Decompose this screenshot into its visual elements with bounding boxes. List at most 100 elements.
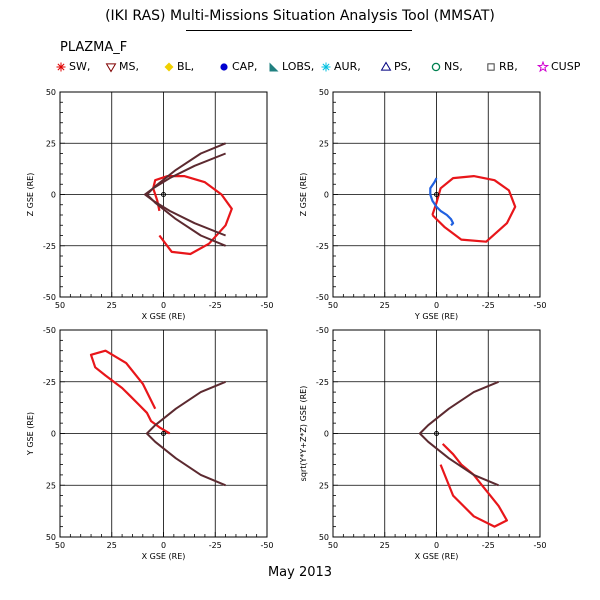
series-inner-orbit — [429, 177, 455, 227]
series-orbit — [152, 175, 233, 256]
star-icon — [536, 60, 550, 73]
grid — [60, 92, 267, 297]
legend-label: CAP, — [232, 60, 258, 73]
legend-item-lobs: LOBS, — [268, 60, 314, 73]
title-underline — [186, 30, 412, 31]
y-tick-label: -25 — [43, 378, 56, 387]
legend-item-rb: RB, — [485, 60, 518, 73]
y-axis-label: sqrt(Y*Y+Z*Z) GSE (RE) — [299, 386, 308, 482]
triangle-up-icon — [380, 61, 392, 71]
earth-marker — [161, 192, 166, 197]
y-tick-label: 0 — [324, 430, 329, 439]
legend-item-ns: NS, — [430, 60, 463, 73]
x-axis-label: X GSE (RE) — [142, 312, 186, 321]
series-bow-shock — [418, 380, 499, 487]
legend-label: RB, — [499, 60, 518, 73]
asterisk-icon — [56, 62, 66, 72]
y-tick-label: -25 — [316, 378, 329, 387]
satellite-name: PLAZMA_F — [60, 40, 128, 55]
diamond-icon — [164, 62, 174, 72]
series-orbit — [439, 443, 508, 528]
legend-label: LOBS, — [282, 60, 315, 73]
x-tick-label: 25 — [380, 541, 390, 550]
triangle-filled-icon — [269, 62, 279, 72]
x-tick-label: 25 — [107, 541, 117, 550]
x-tick-label: -50 — [533, 301, 546, 310]
legend-item-bl: BL, — [163, 60, 194, 73]
square-open-icon — [487, 63, 495, 71]
series-bow-shock — [145, 380, 226, 487]
earth-marker — [434, 192, 439, 197]
series-magnetopause — [143, 152, 226, 237]
circle-open-icon — [431, 62, 441, 72]
legend-item-ms: MS, — [105, 60, 139, 73]
star-symbol — [536, 60, 550, 73]
app-title: (IKI RAS) Multi-Missions Situation Analy… — [105, 8, 495, 24]
x-tick-label: -25 — [209, 541, 222, 550]
square-open-symbol — [487, 63, 495, 71]
series-orbit — [431, 175, 517, 243]
legend-label: CUSP — [551, 60, 581, 73]
x-tick-label: -50 — [260, 301, 273, 310]
x-tick-label: -50 — [533, 541, 546, 550]
earth-marker — [434, 431, 439, 436]
x-tick-label: 50 — [328, 301, 338, 310]
x-tick-label: 0 — [161, 541, 166, 550]
earth-marker — [161, 431, 166, 436]
y-tick-label: 50 — [319, 533, 329, 542]
legend-label: BL, — [177, 60, 195, 73]
grid — [333, 330, 540, 537]
y-tick-label: 25 — [319, 139, 329, 148]
series-bow-shock — [145, 142, 226, 247]
y-tick-label: -50 — [316, 326, 329, 335]
x-axis-label: X GSE (RE) — [142, 552, 186, 561]
x-tick-label: 0 — [434, 301, 439, 310]
circle-filled-symbol — [220, 63, 228, 71]
y-axis-label: Y GSE (RE) — [26, 412, 35, 456]
y-tick-label: -50 — [43, 293, 56, 302]
panel-bottom-left: 50 25 0 -25 -50 -50 -25 0 25 50 X GSE (RE) Y GSE (R… — [26, 326, 274, 561]
x-tick-label: 50 — [328, 541, 338, 550]
y-axis-label: Z GSE (RE) — [26, 173, 35, 217]
y-tick-label: 0 — [51, 430, 56, 439]
legend-label: SW, — [69, 60, 91, 73]
y-tick-label: -50 — [316, 293, 329, 302]
y-tick-label: -25 — [43, 242, 56, 251]
asterisk-symbol — [321, 62, 331, 72]
circle-filled-icon — [220, 63, 228, 71]
asterisk-icon — [321, 62, 331, 72]
date-label: May 2013 — [267, 565, 333, 580]
legend-item-aur: AUR, — [320, 60, 361, 73]
legend-item-ps: PS, — [380, 60, 411, 73]
y-tick-label: -50 — [43, 326, 56, 335]
legend-item-cusp: CUSP — [536, 60, 581, 73]
asterisk-symbol — [56, 62, 66, 72]
y-tick-label: -25 — [316, 242, 329, 251]
legend-label: MS, — [119, 60, 139, 73]
legend-label: AUR, — [334, 60, 361, 73]
y-tick-label: 0 — [51, 191, 56, 200]
diamond-symbol — [164, 62, 174, 72]
y-tick-label: 25 — [319, 481, 329, 490]
circle-open-symbol — [431, 62, 441, 72]
legend-item-cap: CAP, — [218, 60, 257, 73]
x-tick-label: -25 — [482, 541, 495, 550]
x-tick-label: 50 — [55, 301, 65, 310]
grid — [60, 330, 267, 537]
legend-label: PS, — [394, 60, 412, 73]
y-tick-label: 0 — [324, 191, 329, 200]
y-tick-label: 25 — [46, 139, 56, 148]
triangle-down-symbol — [105, 63, 117, 73]
x-axis-label: Y GSE (RE) — [414, 312, 458, 321]
x-tick-label: 25 — [107, 301, 117, 310]
x-tick-label: 50 — [55, 541, 65, 550]
triangle-down-icon — [105, 63, 117, 73]
x-tick-label: 25 — [380, 301, 390, 310]
y-tick-label: 50 — [46, 533, 56, 542]
x-tick-label: -50 — [260, 541, 273, 550]
x-tick-label: -25 — [482, 301, 495, 310]
x-tick-label: 0 — [161, 301, 166, 310]
